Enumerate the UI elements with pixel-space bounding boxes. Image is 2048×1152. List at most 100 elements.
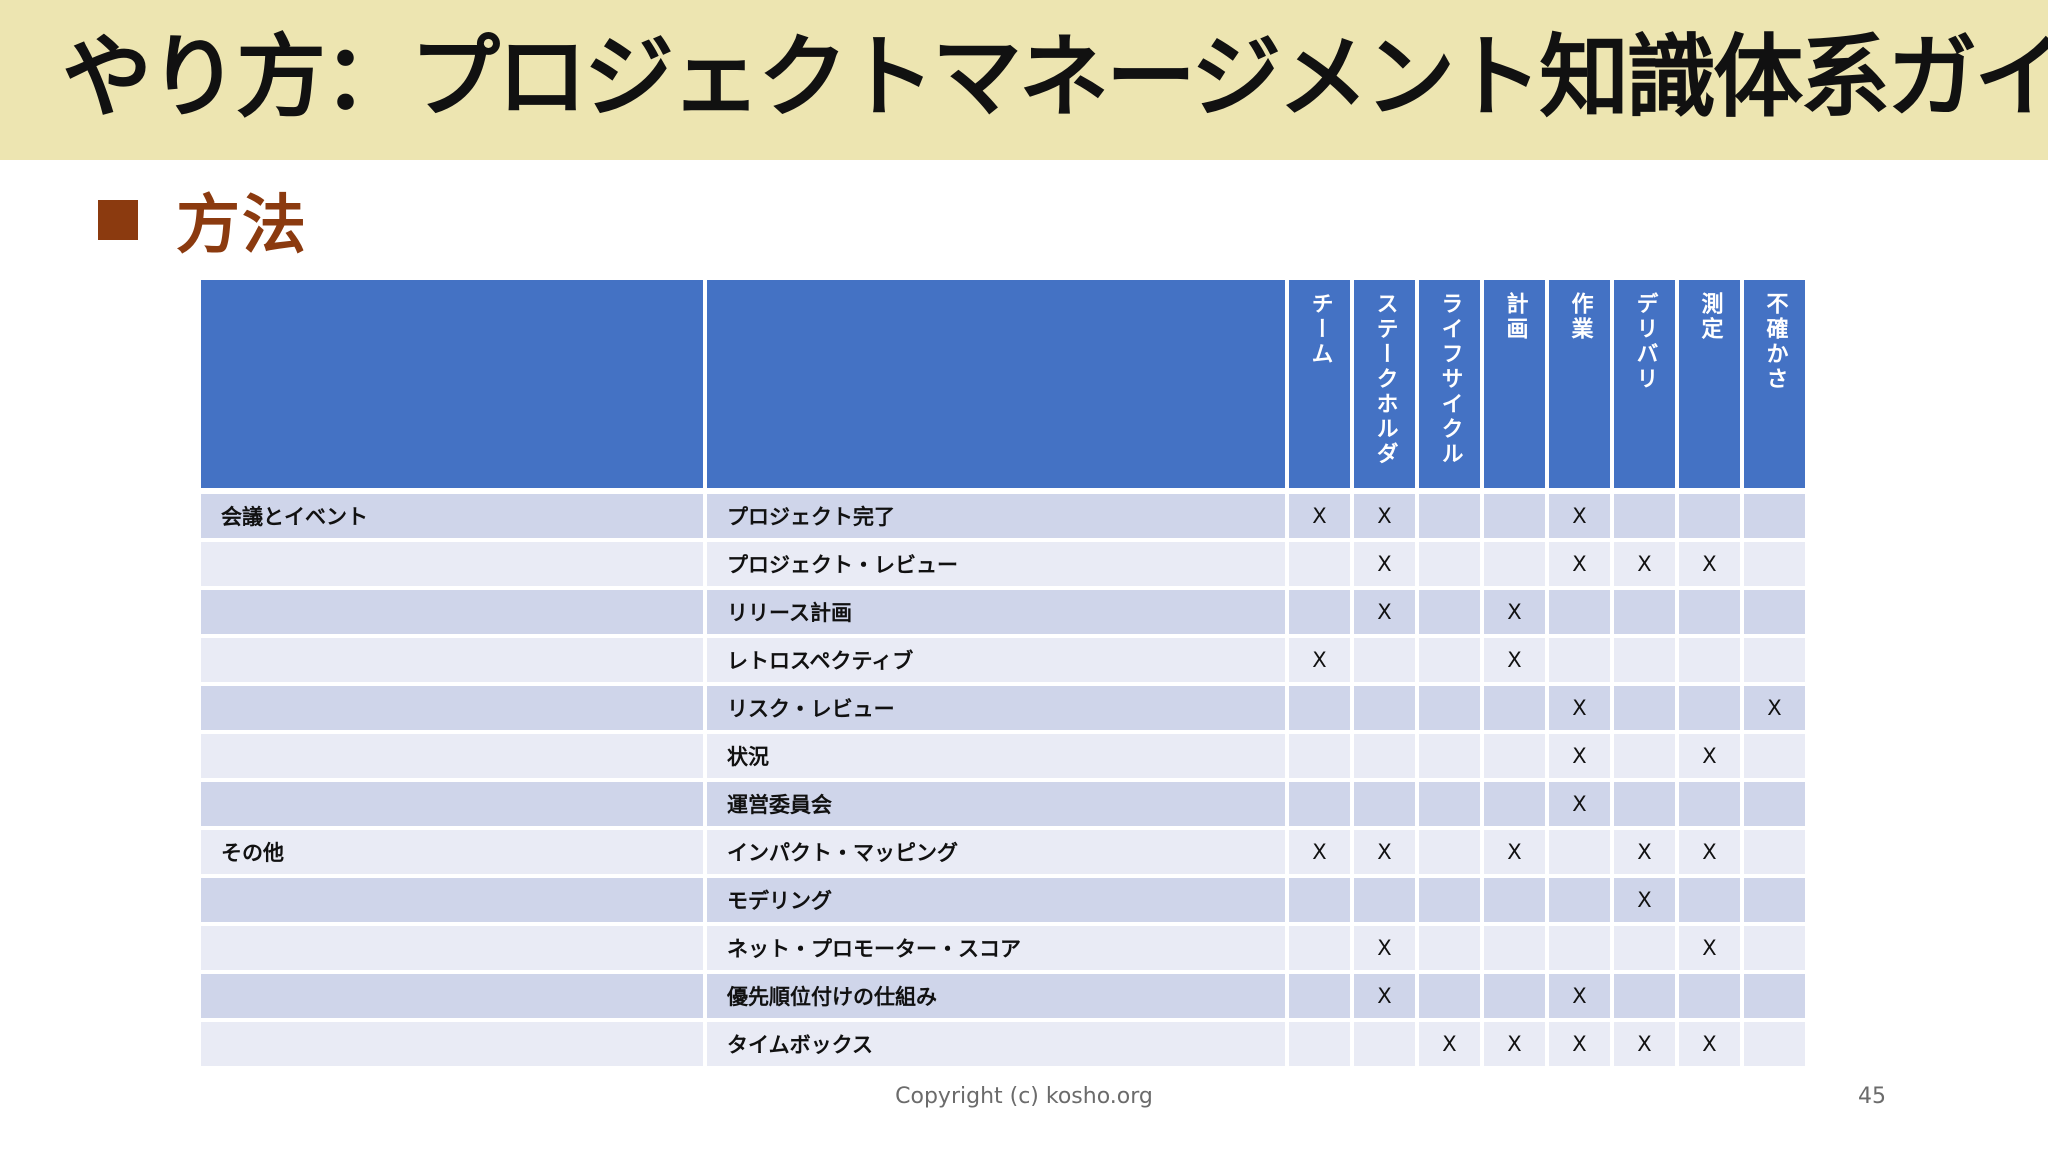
column-header: 計画 [1484,280,1545,494]
method-cell: レトロスペクティブ [707,638,1285,686]
mark-cell [1484,782,1545,830]
table-row: 状況 X X [201,734,1805,782]
category-cell [201,878,703,926]
column-header-label: ステークホルダ [1372,292,1398,467]
table-row: その他 インパクト・マッピング X X X X X [201,830,1805,878]
methods-table: チーム ステークホルダ ライフサイクル 計画 作業 デリバリ 測定 不確かさ 会… [197,280,1809,1070]
mark-cell [1744,974,1805,1022]
column-header-label: 作業 [1567,292,1593,342]
mark-cell: X [1679,734,1740,782]
copyright-footer: Copyright (c) kosho.org [895,1084,1153,1109]
table-row: ネット・プロモーター・スコア X X [201,926,1805,974]
mark-cell: X [1484,590,1545,638]
mark-cell [1354,638,1415,686]
mark-cell [1484,878,1545,926]
column-header: チーム [1289,280,1350,494]
mark-cell [1614,782,1675,830]
mark-cell [1419,542,1480,590]
method-cell: インパクト・マッピング [707,830,1285,878]
mark-cell: X [1549,1022,1610,1070]
mark-cell [1419,494,1480,542]
mark-cell [1679,782,1740,830]
column-header-label: ライフサイクル [1437,292,1463,467]
mark-cell [1419,734,1480,782]
mark-cell: X [1354,590,1415,638]
mark-cell: X [1289,494,1350,542]
mark-cell [1289,926,1350,974]
mark-cell: X [1354,830,1415,878]
mark-cell [1744,494,1805,542]
mark-cell [1484,542,1545,590]
category-cell [201,782,703,830]
square-bullet-icon [98,200,138,240]
category-cell [201,734,703,782]
mark-cell [1679,494,1740,542]
mark-cell [1549,638,1610,686]
mark-cell: X [1679,830,1740,878]
column-header: 不確かさ [1744,280,1805,494]
mark-cell: X [1614,878,1675,926]
mark-cell [1614,590,1675,638]
mark-cell [1549,590,1610,638]
method-cell: 優先順位付けの仕組み [707,974,1285,1022]
method-cell: モデリング [707,878,1285,926]
table-row: 運営委員会 X [201,782,1805,830]
mark-cell [1679,686,1740,734]
method-cell: リスク・レビュー [707,686,1285,734]
column-header: 作業 [1549,280,1610,494]
table-row: 優先順位付けの仕組み X X [201,974,1805,1022]
header-category-cell [201,280,703,494]
mark-cell [1614,686,1675,734]
mark-cell [1744,542,1805,590]
mark-cell [1419,926,1480,974]
table-header-row: チーム ステークホルダ ライフサイクル 計画 作業 デリバリ 測定 不確かさ [201,280,1805,494]
column-header-label: 不確かさ [1762,292,1788,392]
mark-cell [1419,686,1480,734]
mark-cell: X [1354,974,1415,1022]
column-header-label: 計画 [1502,292,1528,342]
mark-cell [1354,734,1415,782]
method-cell: ネット・プロモーター・スコア [707,926,1285,974]
mark-cell [1484,494,1545,542]
mark-cell [1484,926,1545,974]
category-cell [201,974,703,1022]
mark-cell: X [1549,734,1610,782]
category-cell [201,638,703,686]
mark-cell [1419,590,1480,638]
mark-cell: X [1679,926,1740,974]
table-row: タイムボックス X X X X X [201,1022,1805,1070]
category-cell: その他 [201,830,703,878]
mark-cell [1744,782,1805,830]
mark-cell: X [1354,542,1415,590]
mark-cell [1289,734,1350,782]
page-number: 45 [1858,1084,1886,1109]
mark-cell [1614,494,1675,542]
mark-cell [1744,1022,1805,1070]
table-row: モデリング X [201,878,1805,926]
mark-cell [1419,782,1480,830]
mark-cell [1549,878,1610,926]
mark-cell: X [1484,1022,1545,1070]
mark-cell: X [1679,1022,1740,1070]
column-header: ステークホルダ [1354,280,1415,494]
category-cell [201,542,703,590]
method-cell: タイムボックス [707,1022,1285,1070]
mark-cell [1549,830,1610,878]
method-cell: 運営委員会 [707,782,1285,830]
category-cell [201,686,703,734]
title-band: やり方：プロジェクトマネージメント知識体系ガイド [0,0,2048,160]
category-cell: 会議とイベント [201,494,703,542]
mark-cell: X [1549,494,1610,542]
table-row: リスク・レビュー X X [201,686,1805,734]
mark-cell [1679,878,1740,926]
mark-cell [1354,878,1415,926]
category-cell [201,926,703,974]
mark-cell [1679,590,1740,638]
mark-cell [1354,782,1415,830]
category-cell [201,590,703,638]
mark-cell [1614,638,1675,686]
table-row: レトロスペクティブ X X [201,638,1805,686]
mark-cell [1679,974,1740,1022]
column-header-label: 測定 [1697,292,1723,342]
mark-cell [1354,686,1415,734]
